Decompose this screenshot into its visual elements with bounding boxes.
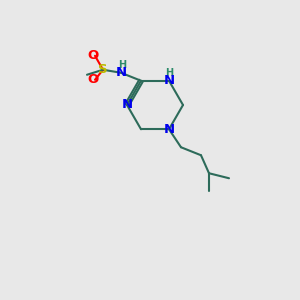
Text: N: N <box>164 74 175 87</box>
Text: H: H <box>118 60 126 70</box>
Text: O: O <box>87 73 99 86</box>
Text: S: S <box>98 63 108 76</box>
Text: N: N <box>116 66 127 79</box>
Text: O: O <box>87 49 99 62</box>
Text: N: N <box>164 123 175 136</box>
Text: H: H <box>165 68 173 78</box>
Text: N: N <box>122 98 133 112</box>
